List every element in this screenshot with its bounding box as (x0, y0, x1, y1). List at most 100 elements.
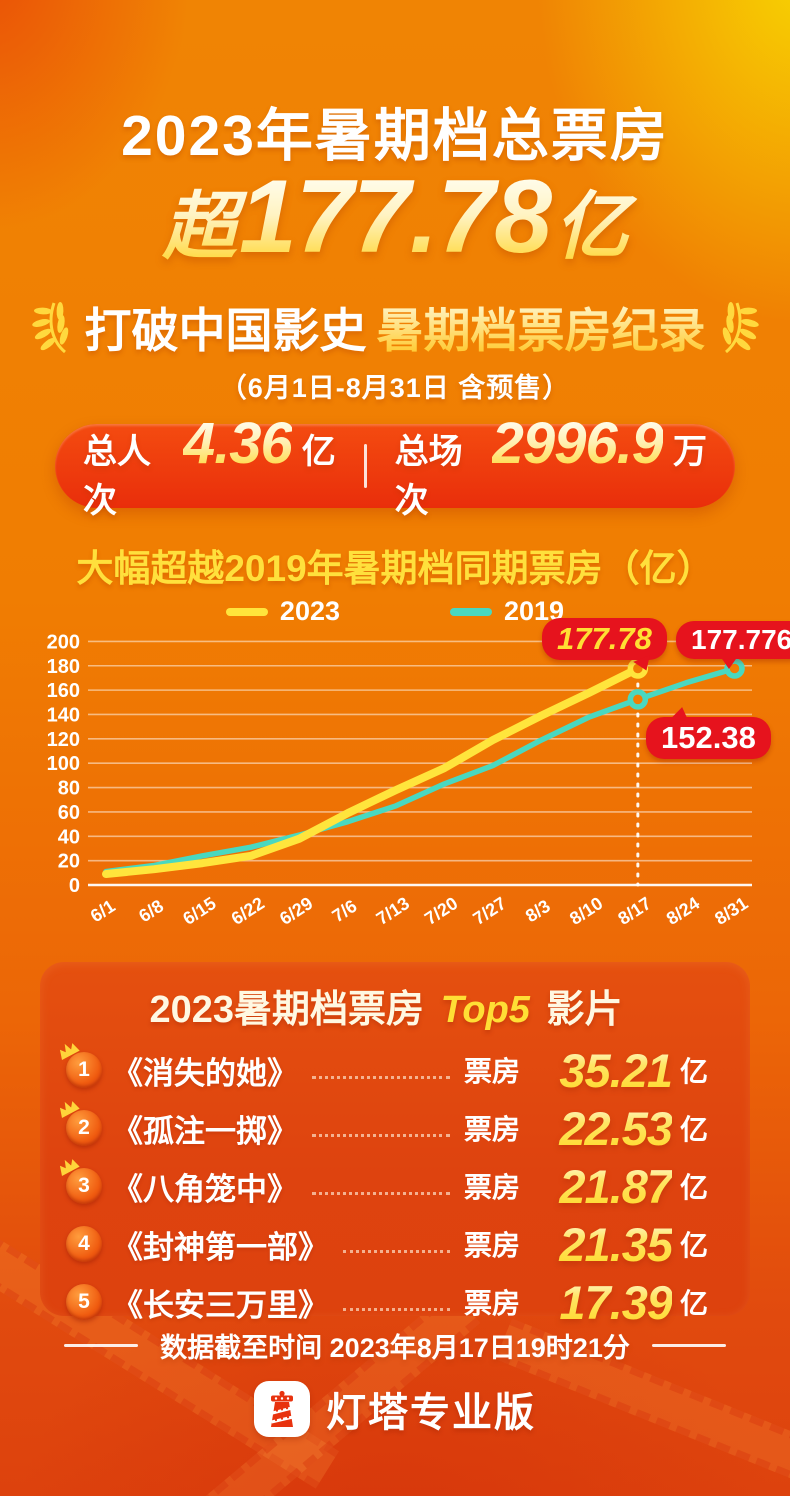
y-tick-label: 60 (58, 802, 80, 824)
chart-title: 大幅超越2019年暑期档同期票房（亿） (76, 548, 714, 589)
box-office-label: 票房 (463, 1172, 520, 1203)
stats-divider (363, 444, 367, 488)
x-tick-label: 8/17 (614, 893, 654, 929)
film-row-4: 4 《封神第一部》 票房 21.35 亿 (60, 1215, 712, 1273)
x-tick-label: 6/29 (276, 893, 316, 929)
laurel-left-icon (31, 301, 68, 353)
legend-item-2023: 2023 (225, 596, 340, 627)
lighthouse-glyph (271, 1390, 294, 1427)
box-office-label: 票房 (463, 1288, 520, 1319)
rank-number: 3 (78, 1174, 90, 1197)
x-tick-label: 7/6 (329, 896, 361, 926)
film-value: 35.21 (530, 1043, 673, 1098)
y-tick-label: 180 (47, 656, 80, 678)
stat-screenings-value: 2996.9 (491, 411, 664, 476)
x-tick-label: 6/8 (135, 896, 167, 926)
film-unit: 亿 (680, 1056, 709, 1087)
rank-number: 2 (78, 1116, 90, 1139)
film-title: 《八角笼中》 (112, 1171, 298, 1207)
box-office-label: 票房 (463, 1230, 520, 1261)
stat-screenings-unit: 万 (673, 433, 707, 471)
x-tick-label: 8/31 (711, 893, 751, 929)
x-tick-label: 8/24 (663, 893, 703, 929)
dotted-leader (312, 1075, 450, 1079)
film-title: 《孤注一掷》 (112, 1113, 298, 1149)
dotted-leader (312, 1133, 450, 1137)
headline-number: 177.78 (238, 159, 552, 275)
x-tick-label: 6/15 (179, 893, 219, 929)
stat-admissions-value: 4.36 (182, 411, 293, 476)
callout-2019-final: 177.776 (676, 621, 790, 669)
film-title: 《封神第一部》 (112, 1229, 329, 1265)
y-tick-label: 120 (47, 729, 80, 751)
x-tick-label: 7/13 (373, 893, 413, 929)
film-unit: 亿 (680, 1172, 709, 1203)
date-range-note: （6月1日-8月31日 含预售） (219, 373, 571, 403)
top5-title-prefix: 2023暑期档票房 (149, 989, 425, 1031)
film-title: 《消失的她》 (112, 1055, 298, 1091)
film-unit: 亿 (680, 1114, 709, 1145)
top5-title-suffix: 影片 (546, 989, 623, 1031)
brand-row: 灯塔专业版 (0, 1380, 790, 1438)
chart-legend: 2023 2019 (0, 596, 790, 627)
stat-admissions-unit: 亿 (301, 433, 336, 471)
dotted-leader (312, 1191, 450, 1195)
dotted-leader (343, 1307, 450, 1311)
page-title: 2023年暑期档总票房 (121, 104, 669, 168)
rank-number: 4 (78, 1232, 90, 1255)
stat-screenings-label: 总场次 (394, 433, 463, 520)
rank-badge-1: 1 (59, 1043, 102, 1088)
dotted-leader (343, 1249, 450, 1253)
crown-icon (59, 1043, 80, 1060)
y-tick-label: 40 (58, 826, 80, 848)
film-value: 22.53 (530, 1101, 673, 1156)
stat-screenings: 总场次 2996.9 万 (367, 410, 735, 522)
headline-prefix: 超 (162, 185, 236, 268)
divider-dash (64, 1344, 139, 1347)
y-tick-label: 140 (47, 704, 80, 726)
data-cutoff-text: 数据截至时间 2023年8月17日19时21分 (160, 1333, 630, 1363)
box-office-label: 票房 (463, 1114, 520, 1145)
x-tick-label: 6/22 (228, 893, 268, 929)
box-office-label: 票房 (463, 1056, 520, 1087)
film-row-2: 2 《孤注一掷》 票房 22.53 亿 (59, 1099, 712, 1157)
y-tick-label: 0 (69, 875, 80, 897)
film-row-1: 1 《消失的她》 票房 35.21 亿 (59, 1041, 712, 1099)
x-tick-label: 7/20 (421, 893, 461, 929)
rank-number: 1 (78, 1058, 90, 1081)
legend-swatch-2019 (450, 607, 492, 616)
crown-icon (59, 1159, 80, 1176)
y-tick-label: 160 (47, 680, 80, 702)
record-text-gold: 暑期档票房纪录 (377, 292, 706, 361)
headline-total: 超 177.78 亿 (0, 158, 790, 277)
y-tick-label: 80 (58, 778, 80, 800)
film-value: 17.39 (530, 1275, 673, 1330)
stat-admissions-label: 总人次 (83, 433, 151, 520)
top5-title: 2023暑期档票房 Top5 影片 (60, 978, 712, 1033)
y-tick-label: 20 (58, 851, 80, 873)
y-tick-label: 200 (47, 631, 80, 653)
crown-icon (59, 1101, 80, 1118)
rank-badge-4: 4 (66, 1226, 102, 1262)
record-text-white: 打破中国影史 (84, 304, 367, 357)
rank-badge-2: 2 (59, 1101, 102, 1146)
callout-2019-aug17: 152.38 (646, 717, 771, 759)
laurel-right-icon (722, 301, 759, 353)
rank-number: 5 (78, 1290, 90, 1313)
film-unit: 亿 (680, 1288, 709, 1319)
headline-unit: 亿 (554, 185, 628, 268)
film-row-5: 5 《长安三万里》 票房 17.39 亿 (60, 1273, 712, 1331)
film-value: 21.35 (530, 1217, 673, 1272)
top5-title-top5: Top5 (440, 989, 530, 1031)
rank-badge-5: 5 (66, 1284, 102, 1320)
top5-panel: 2023暑期档票房 Top5 影片 1 《消失的她》 票房 35.21 亿 2 … (40, 962, 750, 1329)
rank-badge-3: 3 (59, 1159, 102, 1204)
stats-pill: 总人次 4.36 亿 总场次 2996.9 万 (55, 411, 735, 520)
marker-2019-8-17 (627, 689, 649, 710)
film-value: 21.87 (530, 1159, 673, 1214)
data-cutoff-row: 数据截至时间 2023年8月17日19时21分 (0, 1326, 790, 1365)
beacon-lighthouse-icon (254, 1381, 310, 1437)
x-tick-label: 8/10 (566, 893, 606, 929)
x-tick-label: 8/3 (522, 896, 554, 926)
